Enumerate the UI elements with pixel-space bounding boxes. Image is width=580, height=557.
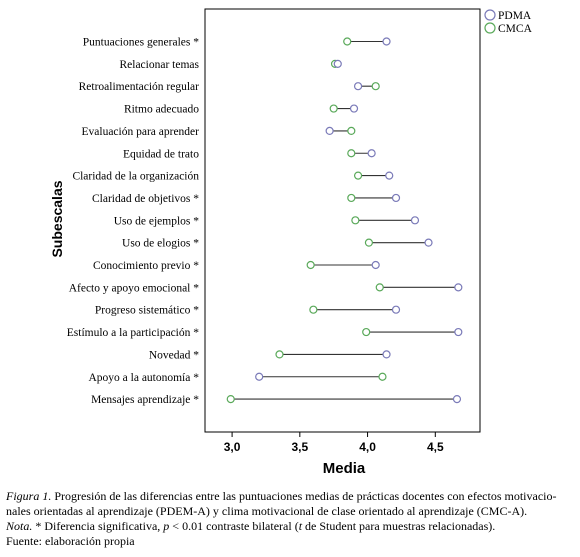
category-label: Novedad * — [149, 349, 199, 361]
cmca-point — [347, 126, 356, 135]
pdma-point — [382, 37, 391, 46]
cmca-point — [347, 149, 356, 158]
caption-figure: Figura 1. Progresión de las diferencias … — [6, 489, 576, 519]
x-tick-label: 3,0 — [224, 440, 241, 454]
cmca-point — [351, 216, 360, 225]
pdma-point — [424, 238, 433, 247]
cmca-point — [375, 283, 384, 292]
legend-marker-pdma — [484, 9, 496, 21]
cmca-point — [362, 327, 371, 337]
category-label: Retroalimentación regular — [79, 81, 200, 93]
legend-label-cmca: CMCA — [498, 23, 533, 35]
pdma-point — [454, 283, 463, 292]
pdma-point — [454, 327, 463, 337]
pdma-point — [353, 82, 363, 91]
pdma-point — [391, 305, 401, 314]
chart: 3,0 3,5 4,0 4,5 Puntuaciones generales * Rel… — [49, 8, 533, 477]
note-text-3: de Student para muestras relacionadas). — [305, 519, 496, 533]
figure-text: Progresión de las diferencias entre las … — [6, 489, 557, 518]
y-axis-title: Subescalas — [49, 180, 65, 257]
category-label: Evaluación para aprender — [82, 126, 200, 138]
pdma-point — [371, 260, 380, 270]
x-tick-label: 4,5 — [427, 440, 444, 454]
x-tick-label: 4,0 — [359, 440, 376, 454]
note-text-2: < 0.01 contraste bilateral ( — [172, 519, 299, 533]
cmca-point — [347, 193, 356, 203]
category-label: Equidad de trato — [123, 148, 199, 160]
cmca-point — [371, 82, 380, 91]
category-label: Afecto y apoyo emocional * — [69, 282, 200, 294]
category-label: Uso de ejemplos * — [114, 215, 200, 227]
data-marks — [226, 37, 463, 404]
category-label: Mensajes aprendizaje * — [91, 394, 199, 406]
pdma-point — [452, 395, 462, 404]
figure-caption: Figura 1. Progresión de las diferencias … — [6, 489, 576, 549]
category-label: Estímulo a la participación * — [67, 327, 199, 339]
x-axis: 3,0 3,5 4,0 4,5 — [224, 432, 444, 454]
pdma-point — [410, 216, 420, 225]
x-tick-label: 3,5 — [291, 440, 308, 454]
pdma-point — [349, 104, 359, 113]
cmca-point — [364, 238, 374, 247]
caption-note: Nota. * Diferencia significativa, p < 0.… — [6, 519, 576, 534]
category-labels: Puntuaciones generales * Relacionar temas… — [67, 37, 200, 407]
legend-label-pdma: PDMA — [498, 10, 532, 22]
category-label: Claridad de la organización — [72, 171, 199, 183]
cmca-point — [309, 305, 318, 314]
pdma-point — [333, 59, 342, 68]
pdma-point — [391, 193, 401, 203]
note-t: t — [298, 519, 303, 533]
note-label: Nota. — [6, 519, 33, 533]
category-label: Ritmo adecuado — [124, 104, 199, 116]
cmca-point — [353, 171, 363, 180]
category-label: Uso de elogios * — [122, 238, 199, 250]
pdma-point — [325, 126, 334, 135]
note-text-1: * Diferencia significativa, — [35, 519, 161, 533]
cmca-point — [329, 104, 338, 113]
pdma-point — [385, 171, 394, 180]
pdma-point — [382, 350, 391, 359]
legend-marker-cmca — [484, 22, 496, 34]
cmca-point — [378, 372, 387, 381]
category-label: Puntuaciones generales * — [83, 37, 199, 49]
pdma-point — [367, 149, 376, 158]
category-label: Claridad de objetivos * — [92, 193, 199, 205]
category-label: Relacionar temas — [119, 59, 199, 71]
cmca-point — [343, 37, 352, 46]
category-label: Apoyo a la autonomía * — [88, 372, 199, 384]
figure-label: Figura 1. — [6, 489, 52, 503]
caption-source: Fuente: elaboración propia — [6, 534, 135, 548]
legend: PDMA CMCA — [484, 9, 533, 35]
category-label: Conocimiento previo * — [93, 260, 199, 272]
note-p: p — [163, 519, 170, 533]
cmca-point — [306, 260, 315, 270]
x-axis-title: Media — [323, 460, 366, 477]
plot-frame — [204, 8, 481, 433]
cmca-point — [226, 395, 235, 404]
pdma-point — [255, 372, 264, 381]
category-label: Progreso sistemático * — [95, 305, 199, 317]
cmca-point — [275, 350, 284, 359]
